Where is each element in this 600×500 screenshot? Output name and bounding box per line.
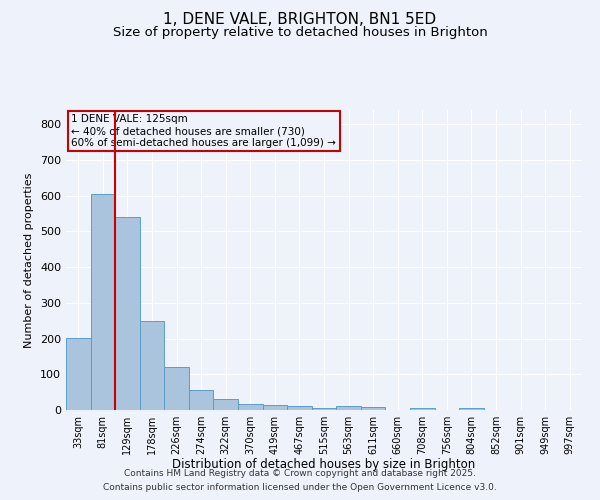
- Bar: [263, 406, 287, 410]
- Text: Contains HM Land Registry data © Crown copyright and database right 2025.: Contains HM Land Registry data © Crown c…: [124, 468, 476, 477]
- Bar: [238, 404, 263, 410]
- Bar: [189, 390, 214, 410]
- Bar: [66, 338, 91, 410]
- Text: Contains public sector information licensed under the Open Government Licence v3: Contains public sector information licen…: [103, 484, 497, 492]
- Bar: [115, 217, 140, 410]
- Bar: [459, 408, 484, 410]
- Bar: [140, 320, 164, 410]
- Bar: [91, 194, 115, 410]
- X-axis label: Distribution of detached houses by size in Brighton: Distribution of detached houses by size …: [172, 458, 476, 471]
- Y-axis label: Number of detached properties: Number of detached properties: [25, 172, 34, 348]
- Text: 1, DENE VALE, BRIGHTON, BN1 5ED: 1, DENE VALE, BRIGHTON, BN1 5ED: [163, 12, 437, 28]
- Bar: [336, 406, 361, 410]
- Bar: [164, 367, 189, 410]
- Text: Size of property relative to detached houses in Brighton: Size of property relative to detached ho…: [113, 26, 487, 39]
- Bar: [214, 398, 238, 410]
- Bar: [361, 407, 385, 410]
- Bar: [312, 408, 336, 410]
- Bar: [287, 406, 312, 410]
- Bar: [410, 408, 434, 410]
- Text: 1 DENE VALE: 125sqm
← 40% of detached houses are smaller (730)
60% of semi-detac: 1 DENE VALE: 125sqm ← 40% of detached ho…: [71, 114, 336, 148]
